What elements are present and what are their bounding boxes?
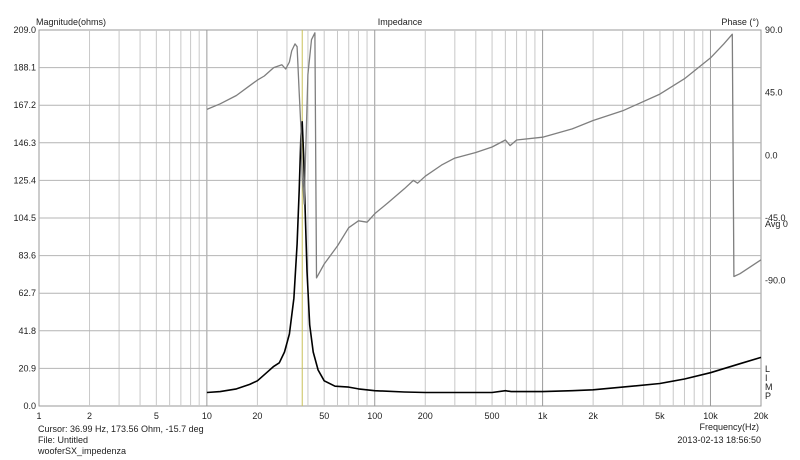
right-axis-label: Phase (°): [721, 17, 759, 27]
grid: [38, 29, 762, 407]
y-tick-label-right: 90.0: [765, 25, 783, 35]
x-tick-label: 1: [36, 411, 41, 421]
timestamp: 2013-02-13 18:56:50: [677, 435, 761, 445]
y-tick-label-left: 104.5: [13, 213, 36, 223]
x-tick-label: 2k: [588, 411, 598, 421]
y-tick-label-left: 188.1: [13, 63, 36, 73]
x-tick-label: 500: [485, 411, 500, 421]
side-label-i: I: [765, 373, 768, 383]
x-tick-label: 10: [202, 411, 212, 421]
x-tick-label: 50: [319, 411, 329, 421]
axis-labels: 0.0 20.9 41.8 62.7 83.6 104.5 125.4 146.3 167.2 1…: [13, 17, 787, 432]
side-label-m: M: [765, 382, 773, 392]
side-label-p: P: [765, 391, 771, 401]
y-tick-label-left: 209.0: [13, 25, 36, 35]
x-tick-label: 20k: [754, 411, 769, 421]
y-tick-label-right: -90.0: [765, 276, 786, 286]
y-tick-label-left: 41.8: [18, 326, 36, 336]
avg-label: Avg 0: [765, 219, 788, 229]
y-tick-label-left: 146.3: [13, 138, 36, 148]
y-tick-label-right: 0.0: [765, 150, 778, 160]
cursor-readout: Cursor: 36.99 Hz, 173.56 Ohm, -15.7 deg: [38, 424, 204, 434]
x-tick-label: 20: [252, 411, 262, 421]
chart-title: Impedance: [378, 17, 423, 27]
y-tick-label-left: 62.7: [18, 288, 36, 298]
x-tick-label: 5k: [655, 411, 665, 421]
y-tick-label-left: 167.2: [13, 100, 36, 110]
y-tick-label-left: 20.9: [18, 363, 36, 373]
y-tick-label-right: 45.0: [765, 88, 783, 98]
y-tick-label-left: 83.6: [18, 251, 36, 261]
y-tick-label-left: 125.4: [13, 175, 36, 185]
y-tick-label-left: 0.0: [23, 401, 36, 411]
x-tick-label: 200: [418, 411, 433, 421]
measurement-name: wooferSX_impedenza: [38, 446, 127, 456]
x-tick-label: 10k: [703, 411, 718, 421]
x-tick-label: 5: [154, 411, 159, 421]
y-tick-label-right: -45.0: [765, 213, 786, 223]
x-axis-label: Frequency(Hz): [699, 422, 759, 432]
left-axis-label: Magnitude(ohms): [36, 17, 106, 27]
x-tick-label: 2: [87, 411, 92, 421]
phase-curve: [206, 32, 762, 279]
curves: [206, 30, 762, 406]
x-tick-label: 1k: [538, 411, 548, 421]
file-label: File: Untitled: [38, 435, 89, 445]
x-tick-label: 100: [367, 411, 382, 421]
side-label-l: L: [765, 364, 770, 374]
magnitude-curve: [206, 121, 762, 394]
